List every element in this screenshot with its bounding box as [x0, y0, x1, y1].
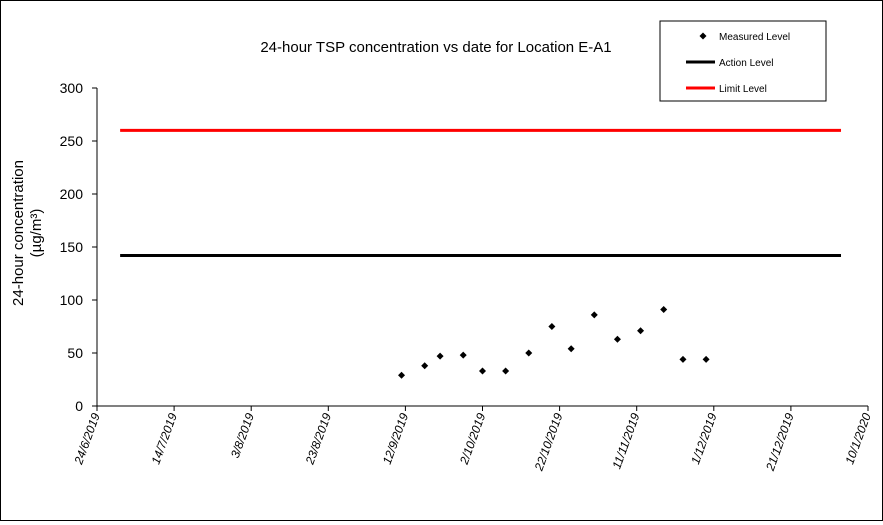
data-point — [660, 306, 668, 314]
data-point — [398, 371, 406, 379]
data-point — [502, 367, 510, 375]
chart-title: 24-hour TSP concentration vs date for Lo… — [260, 39, 611, 56]
y-tick-label: 250 — [60, 133, 84, 149]
data-point — [613, 335, 621, 343]
x-tick-label: 11/11/2019 — [609, 411, 642, 471]
data-point — [590, 311, 598, 319]
y-tick-label: 100 — [60, 292, 84, 308]
x-tick-label: 1/12/2019 — [688, 411, 720, 466]
legend-marker-measured — [699, 32, 707, 40]
x-tick-label: 3/8/2019 — [228, 411, 257, 460]
data-point — [525, 349, 533, 357]
data-point — [679, 355, 687, 363]
data-point — [479, 367, 486, 375]
data-point — [548, 323, 556, 330]
data-point — [421, 362, 429, 370]
data-point — [702, 355, 710, 363]
y-tick-label: 50 — [67, 345, 83, 361]
data-point — [567, 345, 575, 353]
y-tick-label: 0 — [75, 398, 83, 414]
x-tick-label: 24/6/2019 — [71, 411, 103, 467]
data-point — [637, 327, 645, 335]
x-tick-label: 22/10/2019 — [531, 411, 565, 473]
y-tick-label: 200 — [60, 186, 84, 202]
axes: 0 50 100 150 200 250 300 24/6/2019 14/7/2019 3/8/… — [60, 80, 874, 473]
x-tick-label: 10/1/2020 — [842, 411, 874, 466]
y-tick-label: 150 — [60, 239, 84, 255]
measured-points — [398, 306, 710, 379]
legend-label-action: Action Level — [719, 58, 773, 69]
legend-label-limit: Limit Level — [719, 84, 767, 95]
data-point — [459, 351, 467, 359]
x-tick-label: 2/10/2019 — [457, 411, 489, 467]
x-tick-label: 21/12/2019 — [763, 411, 797, 473]
data-point — [436, 352, 444, 360]
x-tick-label: 14/7/2019 — [149, 411, 181, 466]
legend: Measured Level Action Level Limit Level — [659, 20, 827, 102]
x-tick-label: 12/9/2019 — [380, 411, 412, 466]
y-axis-unit: (µg/m³) — [28, 209, 45, 258]
legend-label-measured: Measured Level — [719, 32, 790, 43]
level-lines — [120, 128, 842, 257]
y-axis-label: 24-hour concentration — [10, 160, 27, 306]
y-tick-label: 300 — [60, 80, 84, 96]
x-tick-label: 23/8/2019 — [302, 411, 334, 467]
